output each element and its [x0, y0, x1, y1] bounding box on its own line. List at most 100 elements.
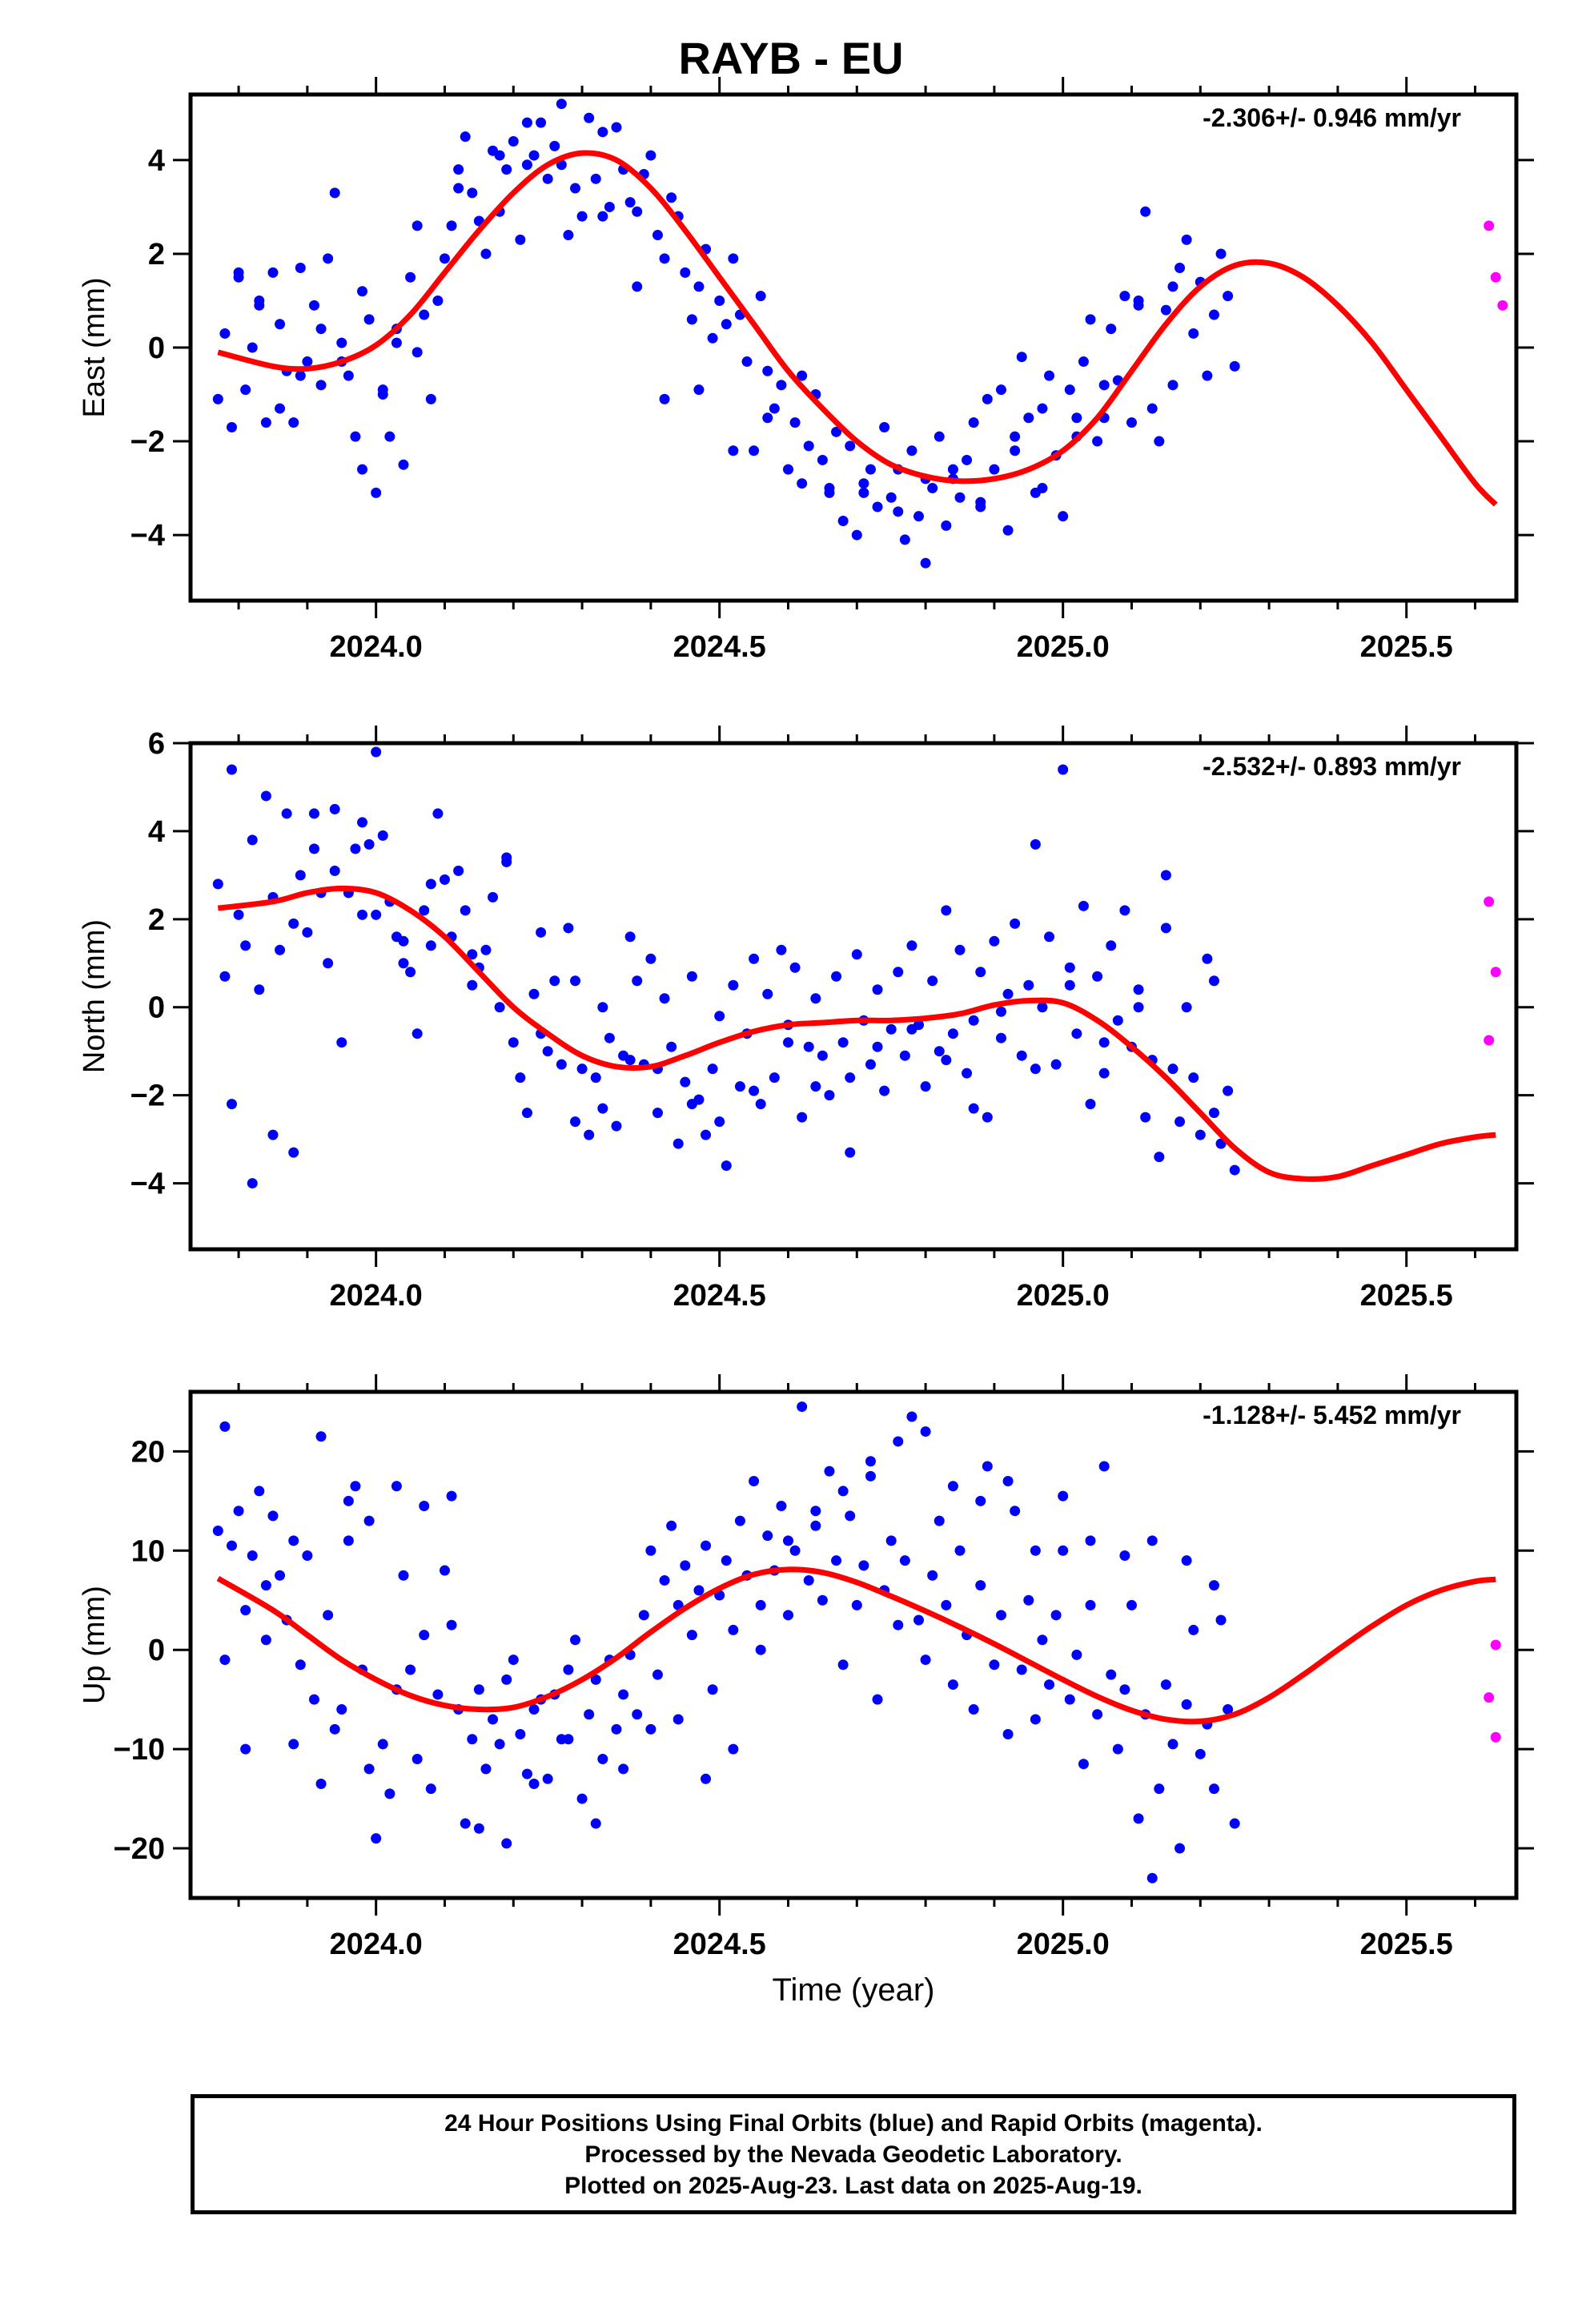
final-orbit-point [666, 192, 677, 203]
final-orbit-point [254, 300, 265, 311]
y-tick-label: −2 [130, 1080, 165, 1113]
final-orbit-point [762, 365, 773, 376]
final-orbit-point [446, 1490, 457, 1502]
final-orbit-point [371, 746, 382, 758]
final-orbit-point [233, 909, 244, 920]
final-orbit-point [941, 1599, 952, 1610]
final-orbit-point [1023, 979, 1034, 991]
final-orbit-point [515, 1729, 526, 1740]
final-orbit-point [302, 356, 313, 368]
final-orbit-point [1174, 1116, 1186, 1128]
final-orbit-point [371, 1833, 382, 1844]
x-tick-label: 2024.0 [330, 630, 423, 664]
rapid-orbit-point [1490, 967, 1501, 978]
final-orbit-point [721, 1160, 732, 1172]
final-orbit-point [1023, 412, 1034, 424]
final-orbit-point [1195, 1129, 1206, 1140]
final-orbit-point [885, 1535, 897, 1546]
final-orbit-point [968, 417, 979, 428]
final-orbit-point [329, 187, 340, 199]
final-orbit-point [1202, 953, 1213, 964]
final-orbit-point [1085, 1599, 1096, 1610]
final-orbit-point [872, 1041, 883, 1052]
rapid-orbit-point [1490, 1731, 1501, 1743]
final-orbit-point [446, 220, 457, 231]
model-curve [217, 150, 1498, 507]
final-orbit-point [323, 1610, 334, 1621]
final-orbit-point [858, 487, 869, 498]
final-orbit-point [267, 1129, 279, 1140]
final-orbit-point [439, 253, 450, 264]
final-orbit-point [755, 1099, 766, 1110]
final-orbit-point [893, 506, 904, 517]
y-axis-label: North (mm) [78, 919, 111, 1073]
final-orbit-point [584, 1709, 595, 1720]
final-orbit-point [934, 431, 945, 442]
final-orbit-point [659, 393, 670, 404]
y-tick-label: −4 [130, 519, 165, 553]
final-orbit-point [508, 1037, 519, 1048]
final-orbit-point [405, 1664, 416, 1675]
final-orbit-point [1208, 309, 1219, 320]
final-orbit-point [501, 852, 512, 863]
final-orbit-point [1050, 1610, 1062, 1621]
final-orbit-point [343, 370, 354, 381]
final-orbit-point [1167, 1739, 1178, 1750]
final-orbit-point [336, 337, 347, 348]
final-orbit-point [343, 1495, 354, 1506]
final-orbit-point [460, 131, 471, 143]
final-orbit-point [1126, 417, 1138, 428]
final-orbit-point [254, 1486, 265, 1497]
final-orbit-point [1188, 1072, 1199, 1084]
final-orbit-point [803, 1574, 814, 1586]
final-orbit-point [1188, 328, 1199, 339]
final-orbit-point [845, 1072, 856, 1084]
y-tick-label: 2 [148, 238, 165, 271]
final-orbit-point [769, 1072, 780, 1084]
final-orbit-point [755, 1644, 766, 1655]
final-orbit-point [666, 1041, 677, 1052]
final-orbit-point [749, 1476, 760, 1487]
final-orbit-point [295, 870, 306, 881]
final-orbit-point [693, 281, 705, 292]
x-tick-label: 2025.5 [1360, 1279, 1453, 1313]
final-orbit-point [1030, 1714, 1041, 1725]
final-orbit-point [254, 984, 265, 995]
final-orbit-point [810, 1081, 821, 1092]
final-orbit-point [707, 332, 718, 344]
final-orbit-point [363, 838, 375, 850]
final-orbit-point [391, 337, 402, 348]
final-orbit-point [569, 183, 580, 194]
final-orbit-point [329, 803, 340, 814]
final-orbit-point [247, 1178, 258, 1189]
final-orbit-point [329, 1723, 340, 1735]
rapid-orbit-point [1490, 1639, 1501, 1651]
final-orbit-point [240, 1743, 251, 1755]
final-orbit-point [831, 1555, 842, 1566]
final-orbit-point [453, 865, 464, 876]
final-orbit-point [425, 879, 436, 890]
final-orbit-point [357, 286, 368, 297]
final-orbit-point [260, 417, 271, 428]
final-orbit-point [1085, 1535, 1096, 1546]
final-orbit-point [1181, 234, 1192, 245]
final-orbit-point [618, 1689, 629, 1700]
y-tick-label: −2 [130, 425, 165, 459]
final-orbit-point [521, 117, 532, 128]
final-orbit-point [528, 150, 540, 161]
final-orbit-point [701, 1129, 712, 1140]
final-orbit-point [734, 1515, 745, 1526]
final-orbit-point [439, 1565, 450, 1576]
final-orbit-point [872, 1694, 883, 1705]
final-orbit-point [405, 271, 416, 283]
final-orbit-point [1050, 1059, 1062, 1070]
final-orbit-point [563, 1664, 574, 1675]
final-orbit-point [432, 808, 444, 819]
final-orbit-point [275, 1570, 286, 1581]
final-orbit-point [1154, 1783, 1165, 1795]
final-orbit-point [686, 971, 697, 982]
rate-label: -1.128+/- 5.452 mm/yr [1203, 1401, 1461, 1429]
final-orbit-point [1133, 1002, 1144, 1013]
final-orbit-point [845, 1147, 856, 1158]
final-orbit-point [989, 1659, 1000, 1671]
